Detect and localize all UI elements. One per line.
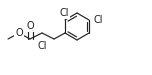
Text: O: O (26, 21, 34, 31)
Text: O: O (15, 28, 23, 38)
Text: Cl: Cl (37, 41, 47, 51)
Text: Cl: Cl (93, 15, 103, 25)
Text: Cl: Cl (59, 8, 69, 18)
